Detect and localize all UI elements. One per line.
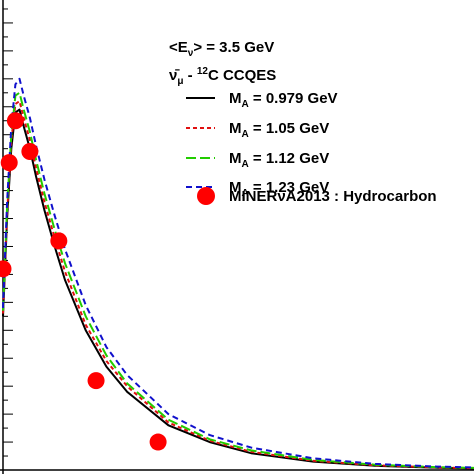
data-point [0,260,12,278]
data-point [6,112,24,130]
legend-label-data: MINERνA2013 : Hydrocarbon [229,188,437,205]
legend-label-1: MA = 0.979 GeV [229,90,338,110]
data-point [149,433,167,451]
legend-label-2: MA = 1.05 GeV [229,120,329,140]
legend-label-4: MA = 1.23 GeV [229,179,329,199]
series-line-3 [2,91,474,469]
data-point [87,372,105,390]
chart-legend: <Eν> = 3.5 GeV ν̄μ - 12C CCQES MA = 0.97… [169,39,437,205]
data-point [50,232,68,250]
legend-process-header: ν̄μ - 12C CCQES [169,66,276,87]
data-point [21,142,39,160]
legend-marker-data [197,187,215,205]
legend-label-3: MA = 1.12 GeV [229,150,329,170]
data-point [0,154,18,172]
legend-energy-header: <Eν> = 3.5 GeV [169,39,274,59]
series-line-4 [2,77,474,469]
chart-data-points [0,112,167,451]
legend-entries: MA = 0.979 GeV MA = 1.05 GeV MA = 1.12 GeV… [186,90,437,205]
chart-series-lines [2,77,474,470]
